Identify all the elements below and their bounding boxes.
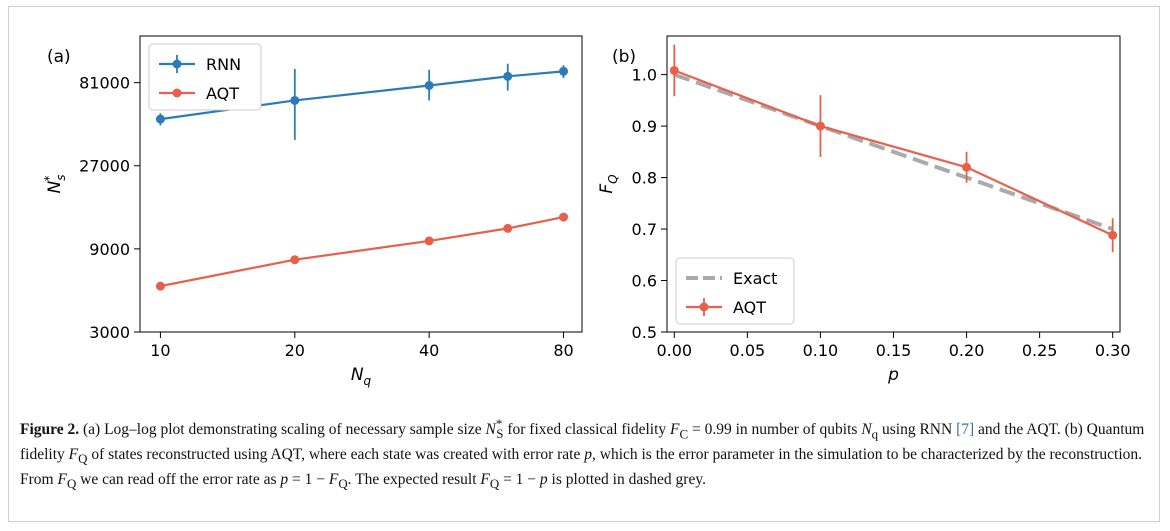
caption-fc: F [670, 421, 680, 439]
caption-text-j: . The expected result [347, 471, 481, 489]
a-aqt-point [503, 223, 513, 233]
caption-text-b: for fixed classical fidelity [503, 421, 671, 439]
caption-text-h: we can read off the error rate as [76, 471, 281, 489]
b-ylabel-main: F [597, 184, 617, 194]
caption-fq4-sub: Q [489, 476, 500, 492]
caption-text-a: (a) Log–log plot demonstrating scaling o… [79, 421, 486, 439]
a-rnn-point [559, 66, 569, 76]
caption-fq: F [68, 446, 79, 464]
b-xtick-label: 0.15 [876, 341, 912, 360]
b-xtick-label: 0.05 [730, 341, 766, 360]
a-aqt-point [290, 255, 300, 265]
caption-text-c: = 0.99 in number of qubits [688, 421, 862, 439]
b-legend-aqt-label: AQT [733, 298, 766, 317]
caption-ns: N [485, 421, 496, 439]
caption-text-k: = 1 − [499, 471, 540, 489]
b-ytick-label: 0.9 [632, 117, 657, 136]
b-xlabel: p [887, 365, 899, 385]
caption-ns-sub: S [496, 426, 504, 442]
a-ytick-label: 3000 [89, 323, 130, 342]
caption-ns-sup: * [495, 416, 503, 431]
panel-b-label: (b) [612, 47, 636, 67]
caption-nq-sub: q [871, 426, 879, 442]
a-xtick-label: 10 [150, 341, 170, 360]
caption-p1: p [584, 446, 592, 464]
b-series-exact-line [673, 72, 1114, 231]
b-series-aqt-line [673, 69, 1114, 237]
a-xtick-label: 40 [419, 341, 439, 360]
caption-text-g: , which is the error parameter in the si… [20, 446, 1143, 489]
panel-a-axes [139, 35, 583, 333]
b-aqt-point [669, 65, 679, 75]
a-legend-rnn-label: RNN [206, 55, 241, 74]
caption-reference[interactable]: [7] [956, 421, 975, 439]
b-ytick-label: 1.0 [632, 66, 657, 85]
a-xlabel-sub: q [364, 374, 372, 388]
a-series-aqt-line [160, 216, 564, 288]
panel-b: 0.00 0.05 0.10 0.15 0.20 0.25 0.30 0.5 0.6 0.7 0.8… [597, 35, 1131, 385]
a-rnn-point [424, 80, 434, 90]
caption-fq2: F [57, 471, 67, 489]
b-aqt-point [1108, 230, 1118, 240]
caption-p2: p [280, 471, 289, 489]
a-xlabel-main: N [351, 365, 364, 385]
a-legend-box [148, 43, 262, 111]
caption-fq3: F [328, 471, 339, 489]
b-ytick-label: 0.8 [632, 169, 657, 188]
b-xtick-label: 0.30 [1095, 341, 1131, 360]
b-aqt-point [815, 121, 825, 131]
caption-fq3-sub: Q [338, 476, 348, 492]
caption-p3: p [539, 471, 548, 489]
b-xtick-label: 0.00 [656, 341, 692, 360]
caption-text-i: = 1 − [288, 471, 329, 489]
b-xtick-label: 0.10 [803, 341, 839, 360]
caption-nq: N [861, 421, 872, 439]
b-ylabel-sub: Q [606, 174, 620, 183]
caption-fc-sub: C [679, 426, 689, 442]
a-legend-aqt-marker [172, 88, 182, 98]
b-xlabel-main: p [887, 365, 899, 385]
a-legend-aqt-label: AQT [206, 84, 239, 103]
caption-text-f: of states reconstructed using AQT, where… [87, 446, 585, 464]
b-legend-exact-label: Exact [733, 269, 777, 288]
a-aqt-point [424, 236, 434, 246]
panel-a-label: (a) [47, 47, 71, 67]
a-aqt-point [559, 212, 569, 222]
a-ytick-label: 27000 [79, 157, 130, 176]
caption-fq-sub: Q [78, 451, 88, 467]
caption-text-l: is plotted in dashed grey. [547, 471, 706, 489]
a-rnn-point [155, 114, 165, 124]
a-ylabel-main: N [45, 180, 65, 193]
b-aqt-point [962, 162, 972, 172]
panel-b-content: 0.00 0.05 0.10 0.15 0.20 0.25 0.30 0.5 0.6 0.7 0.8… [597, 44, 1131, 385]
caption-label: Figure 2. [20, 421, 80, 439]
caption-text-d: using RNN [878, 421, 957, 439]
a-rnn-point [290, 95, 300, 105]
a-ytick-label: 81000 [79, 74, 130, 93]
b-ytick-label: 0.7 [632, 220, 657, 239]
figure-frame [8, 6, 1160, 522]
a-xtick-label: 80 [553, 341, 573, 360]
b-ytick-label: 0.5 [632, 323, 657, 342]
a-rnn-point [503, 71, 513, 81]
caption-fq4: F [480, 471, 490, 489]
b-xtick-label: 0.20 [949, 341, 985, 360]
a-ytick-label: 9000 [89, 240, 130, 259]
b-ylabel: FQ [597, 174, 620, 193]
b-ytick-label: 0.6 [632, 272, 657, 291]
a-ylabel: Ns* [42, 175, 68, 194]
b-xtick-label: 0.25 [1022, 341, 1058, 360]
a-aqt-point [155, 281, 165, 291]
a-xlabel: Nq [351, 365, 372, 388]
a-ylabel-sup: * [42, 176, 56, 182]
a-ylabel-sub: s [54, 175, 68, 181]
caption-text-e: and the AQT. (b) Quantum fidelity [20, 421, 1145, 464]
figure-caption: Figure 2. (a) Log–log plot demonstrating… [20, 413, 1150, 494]
a-xtick-label: 20 [285, 341, 305, 360]
caption-fq2-sub: Q [66, 476, 77, 492]
